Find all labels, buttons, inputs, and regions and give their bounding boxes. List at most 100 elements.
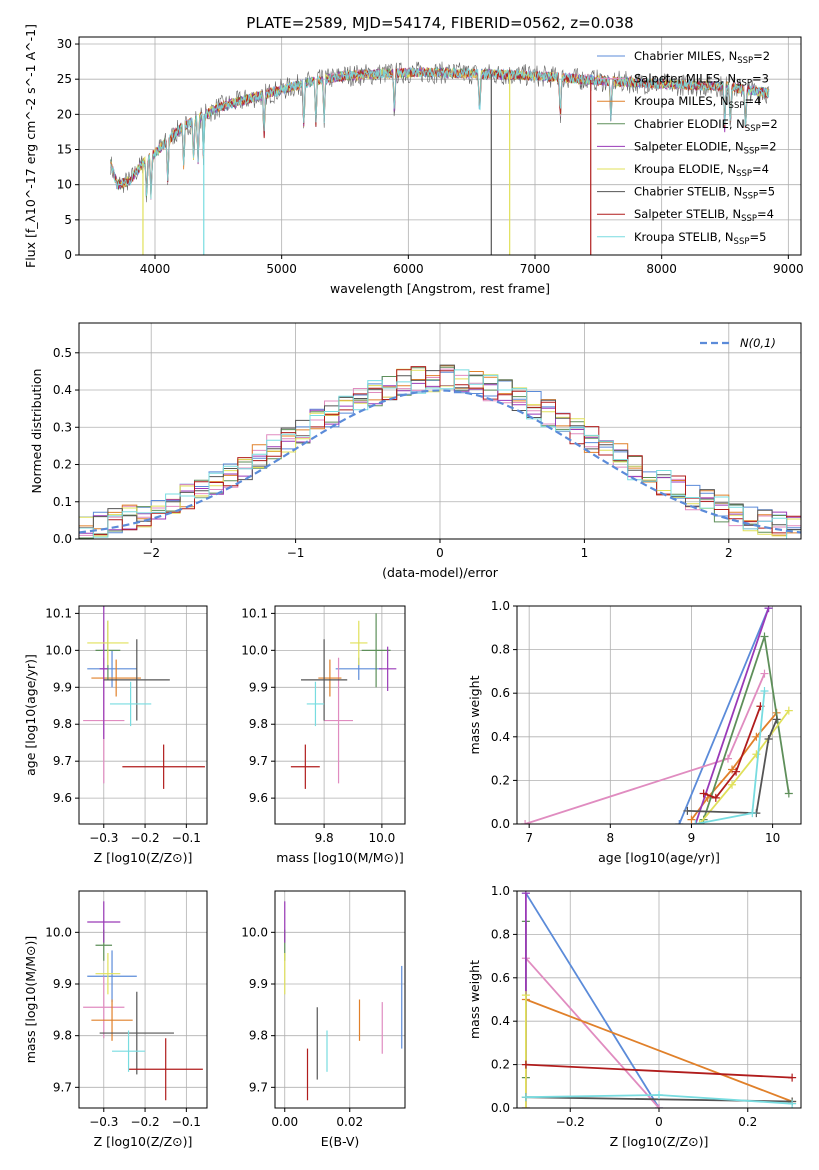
legend-nssp: =4 — [757, 207, 774, 221]
legend-model-name: Kroupa STELIB, N — [634, 230, 734, 244]
y-tick-label: 0.1 — [53, 495, 72, 509]
x-tick-label: 8000 — [646, 262, 677, 276]
y-tick-label: 0.2 — [53, 458, 72, 472]
legend-subscript: SSP — [729, 101, 745, 111]
age_vs_mass-plot-area — [275, 606, 405, 824]
mass_vs_Z-frame — [78, 890, 208, 1109]
legend-label: N(0,1) — [740, 336, 776, 350]
age_vs_Z-x-axis-label: Z [log10(Z/Z⊙)] — [94, 850, 193, 865]
y-tick-label: 9.6 — [53, 791, 72, 805]
y-tick-label: 0.4 — [491, 730, 510, 744]
weight-point-marker — [784, 789, 793, 798]
y-tick-label: 0.6 — [491, 686, 510, 700]
y-tick-label: 1.0 — [491, 884, 510, 898]
x-tick-label: 10.0 — [369, 831, 396, 845]
weight-point-marker — [521, 1060, 530, 1069]
x-tick-label: 8 — [606, 831, 614, 845]
residuals-x-axis-label: (data-model)/error — [382, 565, 499, 580]
y-tick-label: 9.7 — [249, 1080, 268, 1094]
y-tick-label: 10.1 — [241, 606, 268, 620]
residuals-plot-area — [79, 323, 801, 539]
y-tick-label: 0.5 — [53, 346, 72, 360]
mass_vs_EBV-x-axis-label: E(B-V) — [321, 1134, 360, 1149]
y-tick-label: 0.0 — [491, 1101, 510, 1115]
weight-line-2 — [525, 998, 793, 1103]
residual-histogram-7 — [79, 366, 801, 536]
weight-point-marker — [521, 1104, 530, 1108]
residual-histogram-8 — [79, 369, 801, 539]
legend-label: Chabrier STELIB, NSSP=5 — [634, 185, 775, 202]
y-tick-label: 0.4 — [491, 1014, 510, 1028]
age_vs_Z-plot-area — [79, 606, 207, 824]
weight-point-marker — [764, 734, 773, 743]
mass_vs_Z-y-axis-label: mass [log10(M/M⊙)] — [23, 936, 38, 1064]
y-tick-label: 9.7 — [53, 754, 72, 768]
y-tick-label: 9.7 — [53, 1080, 72, 1094]
weight-line-0 — [678, 607, 770, 824]
x-tick-label: 1 — [581, 546, 589, 560]
mass_vs_EBV-panel: 0.00 0.02 9.7 9.8 9.9 10.0 E(B-V) — [241, 890, 406, 1149]
weight-point-marker — [675, 820, 684, 824]
mass_vs_Z-x-axis-label: Z [log10(Z/Z⊙)] — [94, 1134, 193, 1149]
weight-point-marker — [784, 706, 793, 715]
legend-model-name: Salpeter MILES, N — [634, 72, 736, 86]
x-tick-label: 10 — [765, 831, 780, 845]
legend-label: Kroupa ELODIE, NSSP=4 — [634, 162, 769, 179]
age_vs_Z-y-axis-label: age [log10(age/yr)] — [23, 654, 38, 776]
x-tick-label: −0.2 — [130, 1115, 159, 1129]
y-tick-label: 9.9 — [249, 977, 268, 991]
y-tick-label: 0.2 — [491, 773, 510, 787]
weight-point-marker — [728, 765, 737, 774]
y-tick-label: 10.0 — [241, 925, 268, 939]
weight-point-marker — [691, 820, 700, 824]
weight-point-marker — [723, 754, 732, 763]
legend-subscript: SSP — [736, 169, 752, 179]
legend-label: Kroupa STELIB, NSSP=5 — [634, 230, 766, 247]
weight-point-marker — [521, 820, 530, 824]
legend-label: Salpeter ELODIE, NSSP=2 — [634, 139, 777, 156]
weight-line-1 — [525, 957, 660, 1108]
legend-label: Salpeter MILES, NSSP=3 — [634, 72, 769, 89]
plot-layer: 4000 5000 6000 7000 8000 9000051015202530wave… — [23, 24, 804, 1149]
x-tick-label: 0.00 — [271, 1115, 298, 1129]
age_vs_Z-panel: −0.3 −0.2 −0.1 9.6 9.7 9.8 9.9 10.0 10.1 Z [log10… — [23, 605, 208, 865]
x-tick-label: −0.3 — [89, 1115, 118, 1129]
weight-point-marker — [521, 1093, 530, 1102]
weight_vs_Z-y-axis-label: mass weight — [467, 960, 482, 1039]
x-tick-label: 6000 — [393, 262, 424, 276]
y-tick-label: 9.8 — [53, 1029, 72, 1043]
y-tick-label: 0.4 — [53, 383, 72, 397]
y-tick-label: 10.0 — [45, 643, 72, 657]
y-tick-label: 15 — [57, 143, 72, 157]
mass_vs_Z-plot-area — [79, 891, 207, 1108]
y-tick-label: 9.7 — [249, 754, 268, 768]
spectrum-frame — [78, 36, 802, 256]
weight-point-marker — [521, 991, 530, 1000]
y-tick-label: 0.2 — [491, 1058, 510, 1072]
x-tick-label: 2 — [725, 546, 733, 560]
legend-subscript: SSP — [734, 237, 750, 247]
x-tick-label: 0.2 — [738, 1115, 757, 1129]
weight-point-marker — [683, 806, 692, 815]
legend-subscript: SSP — [745, 124, 761, 134]
weight-point-marker — [760, 632, 769, 641]
x-tick-label: 4000 — [140, 262, 171, 276]
weight_vs_age-y-axis-label: mass weight — [467, 675, 482, 754]
weight_vs_Z-panel: −0.2 0 0.2 0.0 0.2 0.4 0.6 0.8 1.0 Z [log10(Z/Z⊙)… — [467, 884, 802, 1149]
mass_vs_EBV-frame — [274, 890, 406, 1109]
weight-point-marker — [687, 815, 696, 824]
weight-line-7 — [703, 705, 762, 799]
legend-subscript: SSP — [741, 214, 757, 224]
residuals-panel: −2 −1 0 1 2 0.0 0.1 0.2 0.3 0.4 0.5 (data-model)/er… — [29, 322, 802, 580]
x-tick-label: 7000 — [520, 262, 551, 276]
x-tick-label: 9 — [688, 831, 696, 845]
weight-point-marker — [760, 669, 769, 678]
legend-nssp: =5 — [749, 230, 766, 244]
x-tick-label: −2 — [142, 546, 160, 560]
mass_vs_Z-panel: −0.3 −0.2 −0.1 9.7 9.8 9.9 10.0 Z [log10(Z/Z⊙)]… — [23, 890, 208, 1149]
legend-model-name: Salpeter STELIB, N — [634, 207, 741, 221]
y-tick-label: 0.3 — [53, 420, 72, 434]
y-tick-label: 0.8 — [491, 643, 510, 657]
legend-model-name: Chabrier STELIB, N — [634, 185, 742, 199]
y-tick-label: 0.6 — [491, 971, 510, 985]
